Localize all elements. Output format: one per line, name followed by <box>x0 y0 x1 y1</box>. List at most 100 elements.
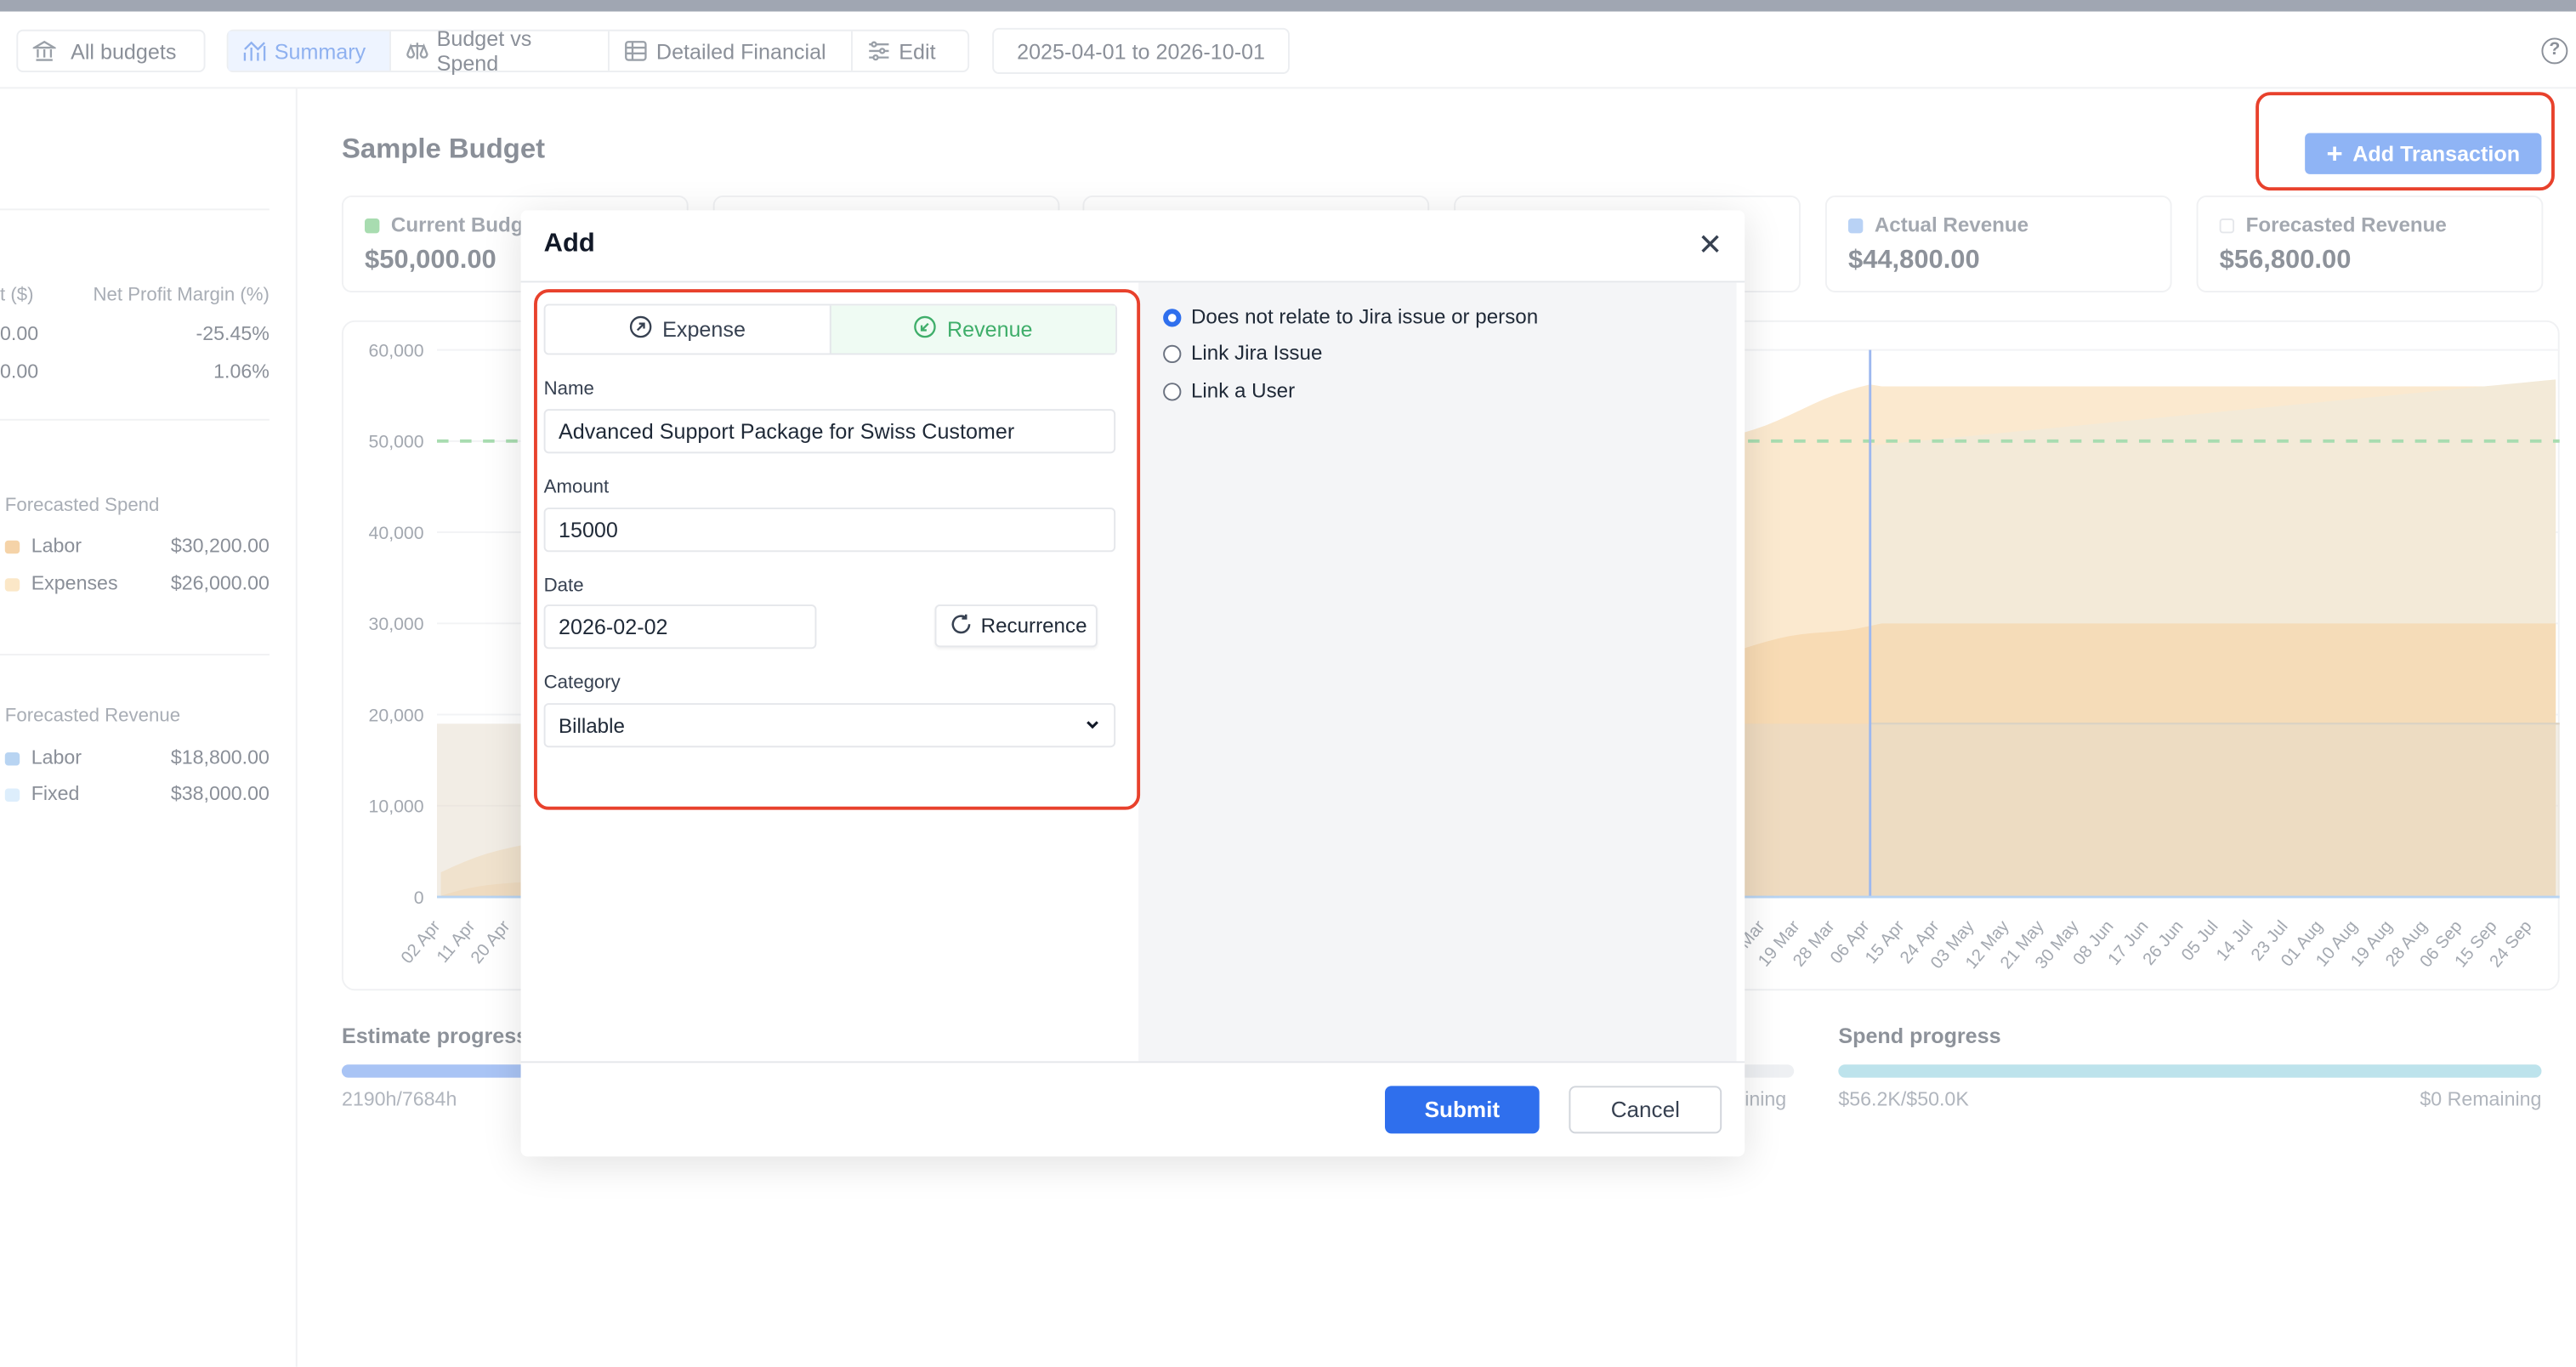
y-tick-label: 20,000 <box>369 705 424 725</box>
header-divider <box>0 87 2576 89</box>
plus-icon: + <box>2326 138 2343 170</box>
legend-item: Expenses $26,000.00 <box>4 571 270 595</box>
forecasted-revenue-title: Forecasted Revenue <box>4 706 181 727</box>
tab-summary[interactable]: Summary <box>228 31 391 71</box>
y-tick-label: 10,000 <box>369 797 424 817</box>
sliders-icon <box>868 39 891 62</box>
add-transaction-modal: Add ✕ Expense Revenue Name Advanced Supp… <box>520 210 1745 1157</box>
date-range-picker[interactable]: 2025-04-01 to 2026-10-01 <box>992 27 1290 74</box>
stat-card-title: Forecasted Revenue <box>2219 213 2447 237</box>
page-title: Sample Budget <box>341 133 546 165</box>
category-select[interactable]: Billable <box>543 703 1116 748</box>
tab-label: Edit <box>899 38 936 64</box>
tab-detailed-financial[interactable]: Detailed Financial <box>610 31 854 71</box>
legend-label: Labor <box>31 534 82 558</box>
radio-label: Link Jira Issue <box>1190 341 1323 365</box>
tab-budget-vs-spend[interactable]: Budget vs Spend <box>390 26 610 76</box>
name-input[interactable]: Advanced Support Package for Swiss Custo… <box>543 409 1116 454</box>
stat-value: $56,800.00 <box>2219 246 2352 275</box>
chevron-down-icon <box>1084 714 1100 737</box>
legend-value: $30,200.00 <box>170 534 270 558</box>
tab-label: Detailed Financial <box>655 38 826 64</box>
radio-button[interactable] <box>1163 308 1182 326</box>
submit-button[interactable]: Submit <box>1385 1086 1540 1134</box>
radio-label: Does not relate to Jira issue or person <box>1190 305 1539 329</box>
stat-card: Forecasted Revenue $56,800.00 <box>2196 195 2544 292</box>
margin-header: Net Profit Margin (%) <box>93 286 270 306</box>
y-tick-label: 50,000 <box>369 432 424 452</box>
stat-title: Current Budg <box>390 213 524 237</box>
forecasted-spend-title: Forecasted Spend <box>4 496 160 516</box>
swatch <box>4 788 20 802</box>
amount-value: 15000 <box>559 517 618 542</box>
tab-label: Budget vs Spend <box>436 26 532 76</box>
question-circle-icon[interactable]: ? <box>2541 37 2568 65</box>
x-tick-label: 02 Apr <box>398 917 445 967</box>
cancel-button[interactable]: Cancel <box>1569 1086 1722 1134</box>
category-value: Billable <box>559 713 625 737</box>
y-tick-label: 40,000 <box>369 523 424 543</box>
stat-card: Actual Revenue $44,800.00 <box>1824 195 2172 292</box>
stat-card-title: Actual Revenue <box>1847 213 2029 237</box>
profit-row: 0.00 1.06% <box>0 360 270 383</box>
legend-label: Expenses <box>31 571 118 595</box>
expense-tab[interactable]: Expense <box>546 305 830 353</box>
margin-value: 1.06% <box>213 360 270 383</box>
y-tick-label: 0 <box>414 888 424 908</box>
modal-header-divider <box>520 281 1745 283</box>
tab-label: Summary <box>274 38 366 64</box>
margin-value: -25.45% <box>196 321 270 345</box>
bank-icon <box>32 39 56 62</box>
add-transaction-button[interactable]: + Add Transaction <box>2305 133 2542 174</box>
swatch <box>4 577 20 592</box>
highlight-box <box>534 289 1141 810</box>
amount-label: Amount <box>543 478 610 498</box>
revenue-tab[interactable]: Revenue <box>829 305 1116 354</box>
stat-title: Actual Revenue <box>1874 213 2029 237</box>
expense-label: Expense <box>662 316 746 342</box>
table-icon <box>625 39 648 62</box>
chart-up-icon <box>243 39 266 62</box>
scale-icon <box>406 39 428 62</box>
profit-value: 0.00 <box>0 360 39 383</box>
sidebar: t ($) Net Profit Margin (%) 0.00 -25.45% 0… <box>0 88 298 1367</box>
profit-header: t ($) <box>0 286 34 306</box>
estimate-progress-title: Estimate progress <box>341 1023 529 1048</box>
divider <box>0 418 270 421</box>
estimate-progress-fill <box>341 1064 530 1078</box>
divider <box>0 654 270 656</box>
radio-button[interactable] <box>1163 343 1182 363</box>
arrow-up-right-circle-icon <box>630 315 653 343</box>
legend-item: Labor $18,800.00 <box>4 746 270 769</box>
swatch <box>1847 218 1864 233</box>
radio-link-user[interactable]: Link a User <box>1163 379 1295 402</box>
swatch <box>2219 218 2235 233</box>
radio-no-link[interactable]: Does not relate to Jira issue or person <box>1163 305 1538 328</box>
close-icon[interactable]: ✕ <box>1698 228 1723 262</box>
legend-label: Fixed <box>31 781 80 805</box>
add-transaction-label: Add Transaction <box>2352 141 2521 167</box>
legend-item: Fixed $38,000.00 <box>4 781 270 805</box>
view-tabs: Summary Budget vs Spend Detailed Financi… <box>226 26 970 76</box>
legend-label: Labor <box>31 746 82 769</box>
all-budgets-button[interactable]: All budgets <box>16 29 206 73</box>
radio-link-jira[interactable]: Link Jira Issue <box>1163 342 1322 365</box>
radio-button[interactable] <box>1163 382 1182 400</box>
stat-value: $50,000.00 <box>364 246 496 275</box>
date-input[interactable]: 2026-02-02 <box>543 604 817 649</box>
date-range-value: 2025-04-01 to 2026-10-01 <box>1017 38 1266 64</box>
y-tick-label: 30,000 <box>369 614 424 634</box>
tab-edit[interactable]: Edit <box>853 31 967 71</box>
name-label: Name <box>543 379 594 400</box>
estimate-progress-text: 2190h/7684h <box>341 1087 457 1111</box>
y-tick-label: 60,000 <box>369 340 424 360</box>
spend-progress-bar <box>1838 1064 2542 1078</box>
recurrence-button[interactable]: Recurrence <box>934 604 1098 648</box>
stat-title: Forecasted Revenue <box>2245 213 2447 237</box>
category-label: Category <box>543 673 621 694</box>
link-panel <box>1138 282 1737 1062</box>
spend-progress-remaining: $0 Remaining <box>2420 1087 2542 1111</box>
amount-input[interactable]: 15000 <box>543 508 1116 553</box>
swatch <box>364 218 380 233</box>
arrow-down-left-circle-icon <box>914 315 937 343</box>
